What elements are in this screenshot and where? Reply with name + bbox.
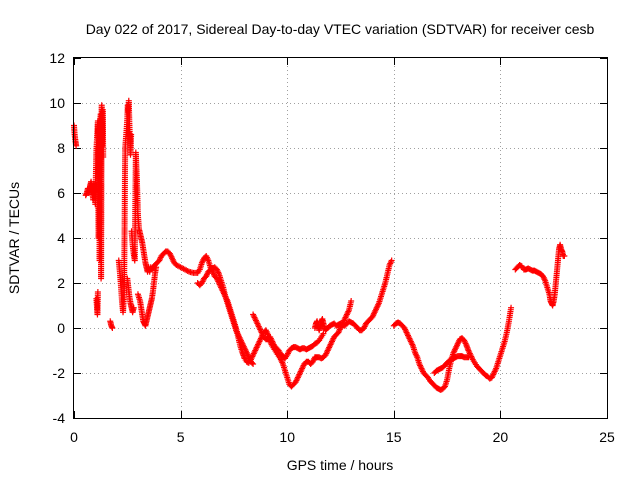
chart-title: Day 022 of 2017, Sidereal Day-to-day VTE…: [86, 21, 595, 37]
data-point: [388, 257, 395, 264]
x-tick-label: 0: [70, 429, 78, 445]
y-tick-label: -4: [53, 410, 66, 426]
x-axis-label: GPS time / hours: [287, 457, 394, 473]
y-tick-label: 8: [57, 140, 65, 156]
y-axis-label: SDTVAR / TECUs: [6, 182, 22, 294]
y-tick-label: 2: [57, 275, 65, 291]
plot-frame: [73, 57, 608, 419]
data-point: [249, 359, 256, 366]
grid: [74, 58, 607, 418]
data-point: [100, 154, 107, 160]
data-point: [128, 131, 135, 138]
y-tick-label: 10: [49, 95, 65, 111]
y-tick-label: -2: [53, 365, 66, 381]
data-point: [465, 354, 472, 361]
x-tick-label: 15: [386, 429, 402, 445]
data-point: [561, 253, 568, 259]
axis-ticks: 0 5 10 15 20 25 -4 -2 0 2 4 6 8 10 12: [49, 50, 615, 445]
x-tick-label: 25: [599, 429, 615, 445]
y-tick-label: 0: [57, 320, 65, 336]
y-tick-label: 4: [57, 230, 65, 246]
data-point: [348, 298, 355, 304]
data-point: [109, 325, 116, 331]
data-point: [153, 264, 160, 271]
data-point: [94, 289, 101, 295]
data-point: [130, 304, 137, 311]
data-point: [73, 142, 80, 149]
data-series: [71, 97, 568, 393]
y-tick-label: 12: [49, 50, 65, 66]
x-tick-label: 20: [493, 429, 509, 445]
data-point: [508, 304, 515, 311]
data-point: [320, 330, 327, 337]
data-point: [250, 361, 257, 367]
x-tick-label: 5: [177, 429, 185, 445]
x-tick-label: 10: [279, 429, 295, 445]
y-tick-label: 6: [57, 185, 65, 201]
